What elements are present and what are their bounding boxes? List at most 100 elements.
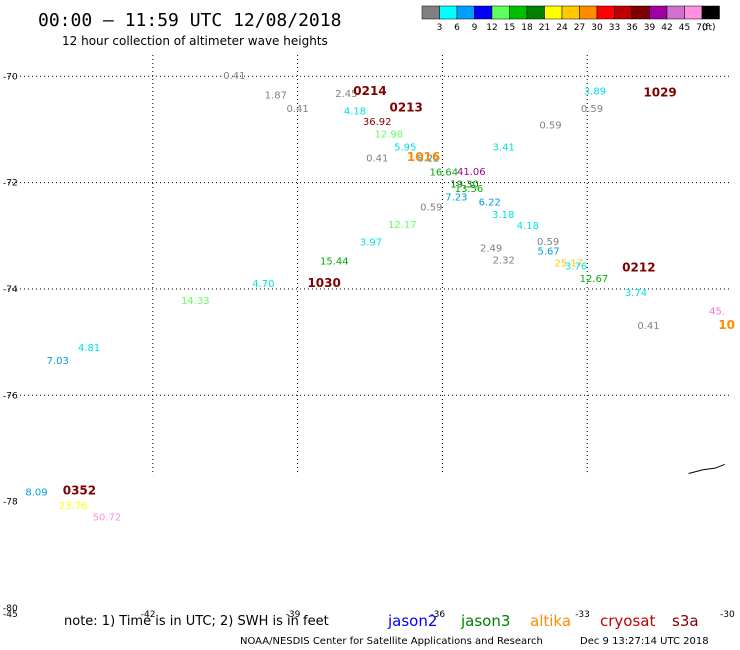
legend-swatch <box>474 5 493 20</box>
satellite-name: jason3 <box>460 612 510 630</box>
legend-swatch <box>456 5 475 20</box>
wave-height-label: 3.41 <box>493 143 515 154</box>
wave-height-label: 19.30 <box>450 179 479 190</box>
satellite-name: altika <box>530 612 571 630</box>
legend-label: 33 <box>609 23 620 33</box>
legend-swatch <box>596 5 615 20</box>
wave-height-label: 0.41 <box>637 321 659 332</box>
lat-tick-label: -76 <box>3 391 18 401</box>
pass-time-label: 1029 <box>643 85 676 99</box>
legend-label: 27 <box>574 23 585 33</box>
wave-height-label: 4.81 <box>78 343 100 354</box>
wave-height-label: 12.98 <box>375 129 404 140</box>
legend-swatch <box>614 5 633 20</box>
legend-label: 21 <box>539 23 550 33</box>
wave-height-label: 2.32 <box>493 255 515 266</box>
wave-height-label: 0.59 <box>581 104 603 115</box>
lon-tick-label: -30 <box>720 610 735 620</box>
wave-height-label: 1.87 <box>265 91 287 102</box>
pass-time-label: 1030 <box>307 276 340 290</box>
wave-height-label: 8.09 <box>25 487 47 498</box>
legend-label: 15 <box>504 23 515 33</box>
lon-tick-label: -33 <box>575 610 590 620</box>
wave-height-label: 0.59 <box>537 237 559 248</box>
wave-height-label: 41.06 <box>457 167 486 178</box>
lat-tick-label: -78 <box>3 498 18 508</box>
pass-time-label: 0214 <box>353 84 386 98</box>
chart-subtitle: 12 hour collection of altimeter wave hei… <box>62 34 328 48</box>
credit-left: NOAA/NESDIS Center for Satellite Applica… <box>240 636 543 647</box>
pass-time-label: 0352 <box>63 484 96 498</box>
legend-swatch <box>579 5 598 20</box>
wave-height-label: 14.33 <box>181 296 210 307</box>
wave-height-label: 5.95 <box>394 143 416 154</box>
lon-tick-label: -45 <box>3 610 18 620</box>
legend-label: 30 <box>591 23 603 33</box>
footnote: note: 1) Time is in UTC; 2) SWH is in fe… <box>64 614 329 629</box>
wave-height-label: 3.76 <box>565 261 587 272</box>
color-legend: 3 6 9 12 15 18 21 24 27 30 33 36 39 42 45 70(ft) <box>421 5 720 33</box>
legend-label: 39 <box>644 23 656 33</box>
wave-height-label: 36.92 <box>363 117 392 128</box>
wave-height-label: 3.74 <box>625 288 647 299</box>
lon-tick-label: -42 <box>141 610 156 620</box>
legend-swatch <box>509 5 528 20</box>
satellite-name: s3a <box>672 612 699 630</box>
wave-height-label: 0.41 <box>223 71 245 82</box>
wave-height-label: 0.41 <box>286 104 308 115</box>
wave-height-label: 50.72 <box>93 512 122 523</box>
wave-height-label: 13.56 <box>455 184 484 195</box>
lat-tick-label: -80 <box>3 604 18 614</box>
legend-swatch <box>491 5 510 20</box>
pass-time-label: 1016 <box>407 150 440 164</box>
wave-height-label: 12.17 <box>388 220 417 231</box>
wave-height-label: 2.49 <box>480 244 502 255</box>
legend-label: 70 <box>696 23 708 33</box>
satellite-legend: jason2 jason3 altika cryosat s3a <box>387 612 699 630</box>
chart-title: 00:00 – 11:59 UTC 12/08/2018 <box>38 10 341 31</box>
wave-height-label: 5.67 <box>537 246 559 257</box>
legend-swatch <box>561 5 580 20</box>
wave-height-label: 3.97 <box>360 237 382 248</box>
legend-label: 18 <box>521 23 533 33</box>
legend-swatch <box>649 5 668 20</box>
map-frame <box>8 55 732 608</box>
wave-height-label: 7.03 <box>47 356 69 367</box>
wave-height-label: 23.76 <box>59 501 88 512</box>
wave-height-label: 7.23 <box>445 193 467 204</box>
credit-right: Dec 9 13:27:14 UTC 2018 <box>580 636 709 647</box>
legend-label: 12 <box>486 23 497 33</box>
legend-label: 36 <box>626 23 638 33</box>
wave-height-label: 3.18 <box>492 210 514 221</box>
legend-label: 3 <box>437 23 443 33</box>
map-grid <box>8 55 732 476</box>
wave-height-label: 0.59 <box>539 120 561 131</box>
pass-time-label: 10 <box>718 318 735 332</box>
legend-unit: (ft) <box>702 23 716 33</box>
wave-height-label: 12.67 <box>580 274 609 285</box>
axis-ticks: -70 -72 -74 -76 -78 -80-45 -42 -39 -36 -33 -30 <box>3 72 735 620</box>
legend-swatch <box>701 5 720 20</box>
lat-tick-label: -70 <box>3 72 18 82</box>
legend-swatch <box>631 5 650 20</box>
legend-label: 6 <box>454 23 460 33</box>
pass-time-label: 0213 <box>389 100 422 114</box>
legend-swatch <box>684 5 703 20</box>
lat-tick-label: -74 <box>3 285 18 295</box>
wave-height-label: 4.70 <box>252 279 274 290</box>
wave-height-label: 45. <box>709 306 725 317</box>
legend-swatch <box>526 5 545 20</box>
legend-swatch <box>666 5 685 20</box>
wave-height-label: 4.18 <box>344 107 366 118</box>
wave-height-label: 8.22 <box>417 153 439 164</box>
lon-tick-label: -39 <box>286 610 301 620</box>
legend-label: 24 <box>556 23 568 33</box>
wave-height-label: 6.22 <box>479 197 501 208</box>
wave-height-label: 25.17 <box>555 259 584 270</box>
wave-height-label: 15.44 <box>320 257 349 268</box>
wave-height-label: 16.64 <box>430 168 459 179</box>
lat-tick-label: -72 <box>3 179 18 189</box>
legend-swatch <box>439 5 458 20</box>
